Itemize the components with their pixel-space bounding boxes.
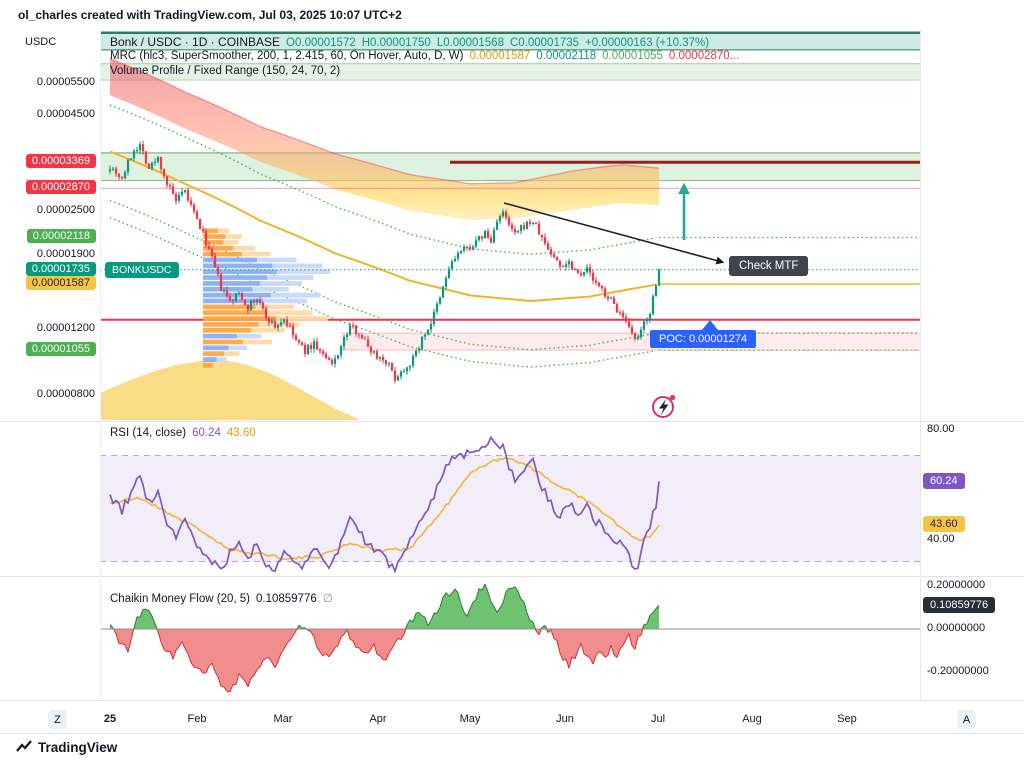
cmf-title[interactable]: Chaikin Money Flow (20, 5) <box>110 593 250 605</box>
rsi-legend[interactable]: RSI (14, close) 60.24 43.60 <box>110 427 256 439</box>
poc-label[interactable]: POC: 0.00001274 <box>650 330 757 348</box>
cmf-value-badge: 0.10859776 <box>923 597 996 613</box>
price-axis-badge: 0.00003369 <box>25 154 96 169</box>
price-axis-badge: 0.00002118 <box>26 229 96 244</box>
price-axis-label: 0.00001900 <box>36 248 95 260</box>
ohlc-open: O0.00001572 <box>286 37 356 49</box>
price-axis-label: 0.00005500 <box>36 76 95 88</box>
cmf-positive-area <box>110 584 659 629</box>
time-axis-label: Sep <box>837 713 857 725</box>
rsi-ma-line <box>109 456 660 561</box>
cmf-legend[interactable]: Chaikin Money Flow (20, 5) 0.10859776 ∅ <box>110 591 333 605</box>
mrc-title[interactable]: MRC (hlc3, SuperSmoother, 200, 1, 2.415,… <box>110 50 464 62</box>
rsi-value: 60.24 <box>192 427 221 439</box>
rsi-ma-badge: 43.60 <box>923 516 965 532</box>
trendline <box>503 202 725 265</box>
time-axis-label: May <box>459 713 481 725</box>
cmf-axis-neg02: -0.20000000 <box>927 665 989 677</box>
price-axis-badge: 0.00001055 <box>25 342 96 357</box>
price-axis-label: 0.00004500 <box>36 108 95 121</box>
price-axis-label: 0.00002500 <box>36 203 95 216</box>
ohlc-low: L0.00001568 <box>436 37 504 49</box>
time-axis-label: Feb <box>187 713 207 725</box>
time-axis-right-button[interactable]: A <box>957 710 976 729</box>
poc-pointer-icon <box>702 320 718 330</box>
mrc-band <box>110 58 659 220</box>
ohlc-high: H0.00001750 <box>361 37 431 49</box>
symbol-title[interactable]: Bonk / USDC · 1D · COINBASE <box>110 35 281 49</box>
time-axis-label: Aug <box>742 713 762 725</box>
cmf-value: 0.10859776 <box>255 593 317 605</box>
price-axis-badge: 0.00001735 <box>25 261 96 276</box>
price-line-symbol-tag: BONKUSDC <box>105 262 179 278</box>
credit-line: ol_charles created with TradingView.com,… <box>18 8 402 22</box>
cmf-negative-area <box>110 629 659 692</box>
cmf-axis-0: 0.00000000 <box>927 622 986 634</box>
rsi-line <box>109 435 660 574</box>
cmf-axis-02: 0.20000000 <box>927 579 986 591</box>
time-axis-label: 25 <box>103 713 117 725</box>
rsi-title[interactable]: RSI (14, close) <box>110 427 187 439</box>
price-axis-badge: 0.00002870 <box>25 180 96 195</box>
mrc-mean-line <box>109 150 657 303</box>
ohlc-change: +0.00000163 (+10.37%) <box>585 37 710 49</box>
mrc-value-mean: 0.00001587 <box>469 50 531 62</box>
tradingview-wordmark: TradingView <box>38 739 118 755</box>
mrc-legend[interactable]: MRC (hlc3, SuperSmoother, 200, 1, 2.415,… <box>110 50 739 62</box>
price-axis-label: 0.00001200 <box>36 322 95 335</box>
candles-layer <box>108 140 661 384</box>
price-axis-currency: USDC <box>25 36 57 48</box>
rsi-value-badge: 60.24 <box>923 473 965 489</box>
price-axis-badge: 0.00001587 <box>25 276 96 291</box>
cmf-source-icon: ∅ <box>322 593 333 605</box>
vp-title[interactable]: Volume Profile / Fixed Range (150, 24, 7… <box>110 65 341 77</box>
rsi-axis-40: 40.00 <box>927 533 955 545</box>
volume-hill <box>100 360 360 420</box>
time-axis-label: Mar <box>273 713 293 725</box>
tradingview-logo-icon <box>16 740 32 752</box>
time-axis-left-button[interactable]: Z <box>48 710 67 729</box>
rsi-ma-value: 43.60 <box>226 427 256 439</box>
mrc-value-lower: 0.00001055 <box>602 50 663 62</box>
price-axis-label: 0.00000800 <box>36 388 95 400</box>
mrc-value-upper2: 0.00002870... <box>668 50 740 62</box>
time-axis-label: Jun <box>556 713 574 725</box>
tradingview-logo[interactable]: TradingView <box>16 739 117 755</box>
flash-icon[interactable] <box>652 394 676 418</box>
time-axis-label: Jul <box>650 713 666 725</box>
symbol-legend[interactable]: Bonk / USDC · 1D · COINBASE O0.00001572 … <box>110 35 709 49</box>
check-mtf-label[interactable]: Check MTF <box>729 256 809 276</box>
mrc-value-upper1: 0.00002118 <box>536 50 597 62</box>
rsi-axis-80: 80.00 <box>927 423 955 435</box>
time-axis-label: Apr <box>369 713 387 725</box>
volume-profile-legend[interactable]: Volume Profile / Fixed Range (150, 24, 7… <box>110 65 340 77</box>
ohlc-close: C0.00001735 <box>509 37 580 49</box>
